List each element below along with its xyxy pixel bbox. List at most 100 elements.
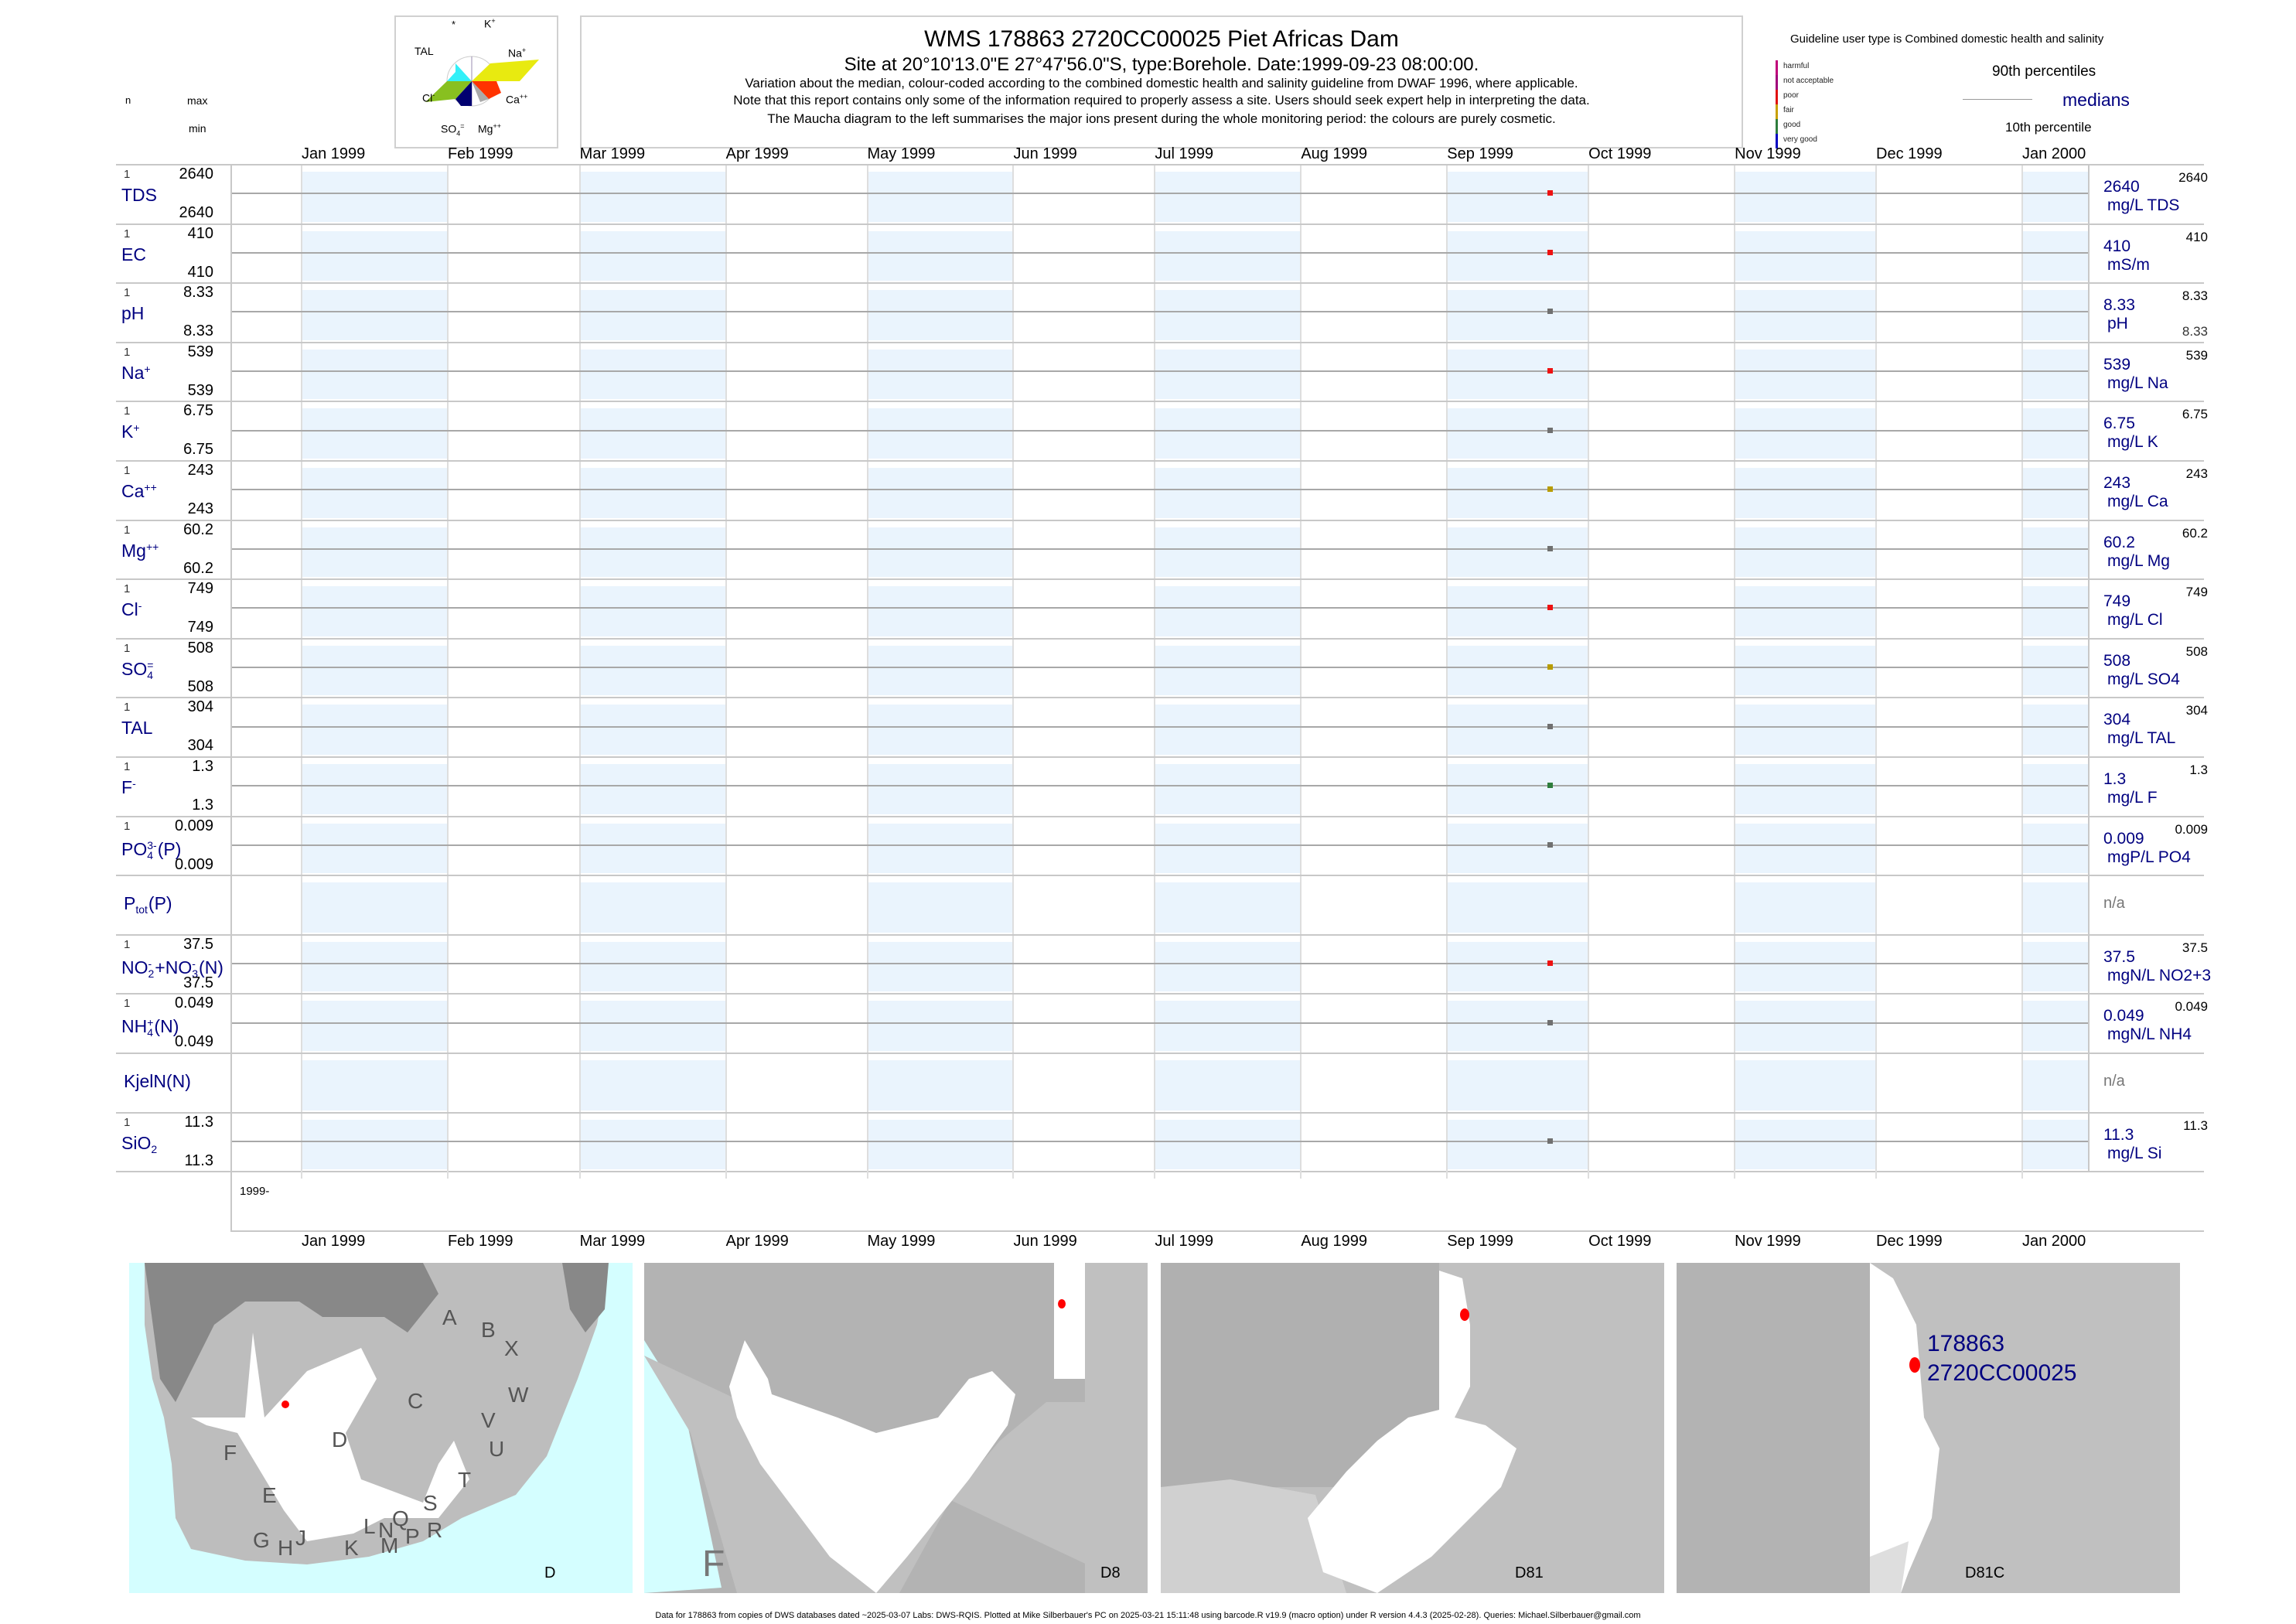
month-band: [578, 290, 725, 340]
month-band: [301, 349, 447, 400]
month-band: [301, 882, 447, 933]
month-band: [1154, 645, 1301, 696]
month-band: [866, 290, 1013, 340]
min-value: 304: [187, 737, 213, 755]
median-line: [230, 844, 2088, 846]
data-point[interactable]: [1547, 723, 1554, 729]
p90-value: 0.009: [2175, 821, 2208, 837]
data-point[interactable]: [1547, 545, 1554, 551]
label-subscript: [133, 433, 139, 443]
data-point[interactable]: [1547, 783, 1554, 789]
sample-count: 1: [124, 582, 131, 596]
month-gridline: [1588, 1053, 1590, 1112]
svg-text:N: N: [378, 1518, 394, 1542]
month-gridline: [446, 1053, 449, 1112]
month-band: [2021, 172, 2088, 222]
month-gridline: [866, 1171, 868, 1179]
site-marker: [281, 1401, 289, 1408]
median-value: 6.75: [2103, 415, 2135, 433]
median-value: 60.2: [2103, 533, 2135, 551]
unit-label: mg/L Ca: [2107, 493, 2168, 510]
max-value: 60.2: [183, 520, 213, 538]
month-gridline: [1012, 875, 1015, 934]
sample-count: 1: [124, 345, 131, 359]
month-band: [578, 1060, 725, 1111]
x-tick-label-top: Dec 1999: [1876, 145, 1943, 162]
month-band: [578, 349, 725, 400]
label-superscript: -: [148, 957, 152, 970]
max-value: 37.5: [183, 935, 213, 953]
data-point[interactable]: [1547, 486, 1554, 493]
month-band: [866, 468, 1013, 518]
parameter-label: Mg ++: [121, 541, 159, 562]
label-part: SiO: [121, 1132, 152, 1153]
month-band: [866, 408, 1013, 459]
month-band: [1154, 408, 1301, 459]
svg-text:T: T: [458, 1468, 471, 1492]
month-band: [301, 941, 447, 992]
data-point[interactable]: [1547, 309, 1554, 315]
data-point[interactable]: [1547, 1138, 1554, 1144]
sample-count: 1: [124, 523, 131, 537]
row-divider: [116, 164, 2204, 165]
data-point[interactable]: [1547, 605, 1554, 611]
unit-label: mg/L Mg: [2107, 551, 2170, 570]
maucha-k-label: K+: [484, 17, 496, 30]
data-point[interactable]: [1547, 427, 1554, 433]
month-band: [578, 823, 725, 874]
month-band: [1734, 527, 1876, 578]
row-divider: [116, 460, 2204, 462]
label-subscript: 4: [147, 668, 154, 681]
unit-label: mS/m: [2107, 255, 2150, 274]
parameter-label: NH +4 (N): [121, 1016, 179, 1038]
svg-text:L: L: [363, 1514, 376, 1538]
p90-value: 8.33: [2182, 288, 2208, 304]
data-point[interactable]: [1547, 1019, 1554, 1025]
month-band: [301, 290, 447, 340]
svg-text:V: V: [481, 1408, 496, 1432]
month-band: [1446, 527, 1588, 578]
median-line: [230, 193, 2088, 195]
month-band: [1154, 1001, 1301, 1051]
data-point[interactable]: [1547, 368, 1554, 374]
month-band: [1734, 349, 1876, 400]
month-band: [866, 823, 1013, 874]
label-subscript: [132, 789, 136, 799]
median-value: 508: [2103, 651, 2131, 670]
month-gridline: [725, 1171, 727, 1179]
x-tick-label-top: Sep 1999: [1447, 145, 1513, 162]
month-band: [1446, 764, 1588, 814]
chart-left-border: [230, 164, 232, 1230]
month-band: [1734, 1119, 1876, 1170]
unit-label: mgN/L NO2+3: [2107, 966, 2212, 984]
label-part: K: [121, 421, 134, 442]
p90-value: 410: [2185, 229, 2208, 244]
month-gridline: [1446, 875, 1448, 934]
data-point[interactable]: [1547, 960, 1554, 967]
p90-value: 37.5: [2182, 940, 2208, 955]
median-legend-line: [1963, 99, 2032, 100]
month-band: [578, 527, 725, 578]
min-value: 6.75: [183, 441, 213, 459]
label-scripts: tot: [135, 895, 148, 915]
data-point[interactable]: [1547, 841, 1554, 848]
max-value: 410: [187, 224, 213, 242]
legend-class-label: not acceptable: [1783, 77, 1834, 85]
data-point[interactable]: [1547, 190, 1554, 196]
data-point[interactable]: [1547, 249, 1554, 255]
data-point[interactable]: [1547, 664, 1554, 670]
month-band: [578, 882, 725, 933]
p10-label: 10th percentile: [2005, 120, 2092, 135]
month-band: [866, 1119, 1013, 1170]
map-region-d81c: 178863 2720CC00025 D81C: [1677, 1263, 2180, 1593]
month-band: [2021, 586, 2088, 636]
month-band: [866, 1060, 1013, 1111]
label-part: Na: [121, 362, 145, 383]
month-band: [2021, 764, 2088, 814]
median-line: [230, 251, 2088, 254]
site-code-label: 2720CC00025: [1927, 1360, 2077, 1386]
maucha-ca-segment: [472, 81, 501, 99]
label-subscript: 2: [148, 967, 155, 980]
label-part: +NO: [155, 957, 193, 977]
label-superscript: +: [147, 1016, 154, 1029]
